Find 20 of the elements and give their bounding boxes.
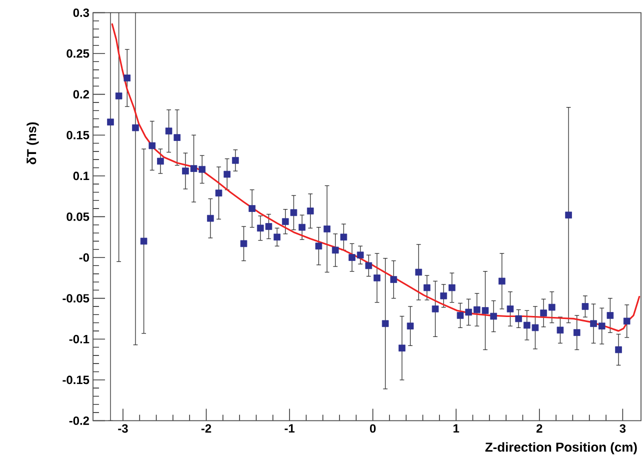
- x-tick-label: 0: [370, 424, 376, 433]
- y-tick-label: 0.15: [66, 130, 90, 140]
- y-tick-label: 0.3: [73, 8, 90, 17]
- y-tick-label: 0.25: [66, 49, 90, 58]
- x-tick-label: -1: [284, 424, 295, 432]
- y-tick-label: 0.1: [73, 172, 90, 180]
- x-tick-label: -3: [118, 424, 128, 433]
- x-tick-label: 3: [620, 424, 626, 433]
- x-tick-label: 2: [536, 424, 542, 433]
- y-tick-label: -0.1: [69, 334, 90, 344]
- y-tick-label: -0.2: [69, 416, 90, 425]
- y-tick-label: -0.15: [62, 376, 90, 384]
- y-tick-label: 0.05: [66, 212, 90, 221]
- y-tick-label: -0.05: [62, 294, 90, 303]
- x-tick-label: -2: [201, 424, 212, 433]
- x-axis-title: Z-direction Position (cm): [485, 442, 637, 454]
- y-axis-title: δT (ns): [26, 122, 39, 164]
- y-tick-label: -0: [79, 253, 89, 262]
- y-tick-label: 0.2: [73, 90, 90, 99]
- x-tick-label: 1: [454, 424, 460, 432]
